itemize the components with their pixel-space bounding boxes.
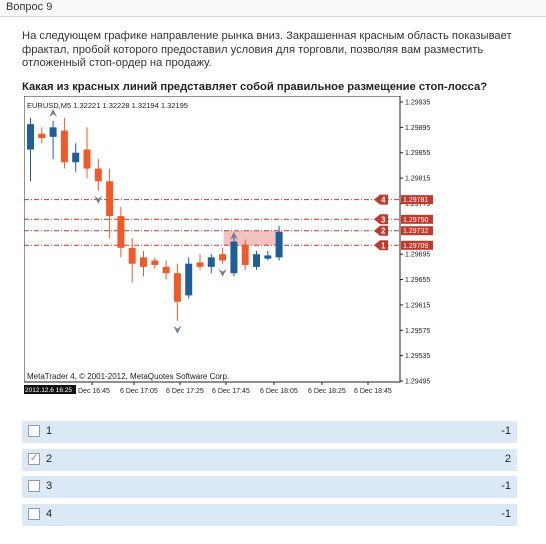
fractal-down-arrow xyxy=(173,325,182,334)
copyright-label: MetaTrader 4, © 2001-2012, MetaQuotes So… xyxy=(27,372,229,381)
level-price-label: 1.29732 xyxy=(403,228,428,235)
answer-option-4[interactable]: 4 -1 xyxy=(22,504,517,526)
fractal-up-arrow xyxy=(49,109,58,118)
candle-body xyxy=(72,152,80,163)
answer-checkbox-3[interactable] xyxy=(28,480,40,492)
candle-body xyxy=(106,181,114,217)
symbol-label: EURUSD,M5 1.32221 1.32228 1.32194 1.3219… xyxy=(27,101,188,110)
answer-score-4: -1 xyxy=(501,508,511,520)
candle-body xyxy=(219,254,227,261)
level-number-tag xyxy=(374,240,388,251)
candle-body xyxy=(60,130,68,163)
level-number: 2 xyxy=(381,227,386,236)
candle-body xyxy=(196,262,204,267)
time-tick-label: 6 Dec 17:05 xyxy=(120,388,158,395)
level-price-tag xyxy=(401,240,433,250)
question-header: Вопрос 9 xyxy=(0,0,546,17)
answer-checkbox-4[interactable] xyxy=(28,508,40,520)
candle-body xyxy=(253,254,260,267)
time-tick-label: 6 Dec 17:25 xyxy=(166,388,204,395)
price-tick-label: 1.29775 xyxy=(405,201,430,208)
price-tick-label: 1.29535 xyxy=(405,353,430,360)
time-tick-label: 6 Dec 17:45 xyxy=(212,388,250,395)
candle-body xyxy=(241,244,249,265)
candle-body xyxy=(140,257,147,267)
fractal-zone xyxy=(223,230,283,246)
time-tick-label: 6 Dec 18:25 xyxy=(308,388,346,395)
price-tick-label: 1.29615 xyxy=(405,302,430,309)
time-tick-label: Dec 16:45 xyxy=(78,388,110,395)
level-number-tag xyxy=(374,225,388,236)
question-prompt: Какая из красных линий представляет собо… xyxy=(22,81,488,93)
answer-option-2[interactable]: ✓ 2 2 xyxy=(22,449,517,471)
answer-score-2: 2 xyxy=(504,453,511,465)
answer-label-4: 4 xyxy=(46,508,53,520)
answer-checkbox-1[interactable] xyxy=(28,425,40,437)
first-time-label: 2012.12.6 16:25 xyxy=(25,387,72,394)
candle-body xyxy=(275,231,283,258)
candle-body xyxy=(185,263,193,296)
answer-score-3: -1 xyxy=(501,480,511,492)
price-tick-label: 1.29815 xyxy=(405,176,430,183)
price-tick-label: 1.29495 xyxy=(405,379,430,386)
level-price-label: 1.29709 xyxy=(403,243,428,250)
time-tick-label: 6 Dec 18:05 xyxy=(260,388,298,395)
answer-label-3: 3 xyxy=(46,480,53,492)
level-number: 4 xyxy=(381,196,386,205)
level-price-label: 1.29750 xyxy=(403,217,428,224)
fractal-down-arrow xyxy=(94,195,103,204)
candle-body xyxy=(27,124,34,150)
candle-body xyxy=(162,266,170,274)
price-tick-label: 1.29895 xyxy=(405,125,430,132)
answer-option-3[interactable]: 3 -1 xyxy=(22,476,517,498)
level-price-tag xyxy=(401,226,433,236)
question-text: На следующем графике направление рынка в… xyxy=(22,30,512,69)
candle-body xyxy=(83,149,91,169)
answer-score-1: -1 xyxy=(501,425,511,437)
fractal-down-arrow xyxy=(218,268,227,277)
price-tick-label: 1.29695 xyxy=(405,252,430,259)
candle-body xyxy=(173,273,181,302)
answer-label-2: 2 xyxy=(46,453,53,465)
candle-body xyxy=(207,257,215,267)
level-price-tag xyxy=(401,214,433,224)
price-tick-label: 1.29935 xyxy=(405,100,430,107)
candle-body xyxy=(38,133,46,139)
level-price-tag xyxy=(401,195,433,205)
candle-body xyxy=(117,216,125,248)
plot-frame xyxy=(24,96,401,383)
time-tick-label: 6 Dec 18:45 xyxy=(354,388,392,395)
level-number: 1 xyxy=(381,241,386,250)
price-tick-label: 1.29855 xyxy=(405,150,430,157)
chart-svg: 1.29935 1.29895 1.29855 1.29815 1.29775 1.296… xyxy=(24,96,433,395)
candle-body xyxy=(230,241,238,274)
answer-option-1[interactable]: 1 -1 xyxy=(22,421,517,443)
price-chart: 1.29935 1.29895 1.29855 1.29815 1.29775 1.296… xyxy=(24,96,434,400)
answer-checkbox-2[interactable]: ✓ xyxy=(28,453,40,465)
candle-body xyxy=(264,255,272,259)
question-number: Вопрос 9 xyxy=(6,1,53,13)
candle-body xyxy=(94,168,102,182)
price-tick-label: 1.29575 xyxy=(405,328,430,335)
first-time-box xyxy=(24,385,76,394)
price-tick-label: 1.29655 xyxy=(405,277,430,284)
candle-body xyxy=(151,260,159,265)
answer-label-1: 1 xyxy=(46,425,53,437)
candle-body xyxy=(128,247,136,264)
candle-body xyxy=(49,127,57,137)
level-number-tag xyxy=(374,194,388,205)
level-number: 3 xyxy=(381,215,386,224)
fractal-up-arrow xyxy=(229,231,238,240)
level-price-label: 1.29781 xyxy=(403,197,428,204)
level-number-tag xyxy=(374,214,388,225)
